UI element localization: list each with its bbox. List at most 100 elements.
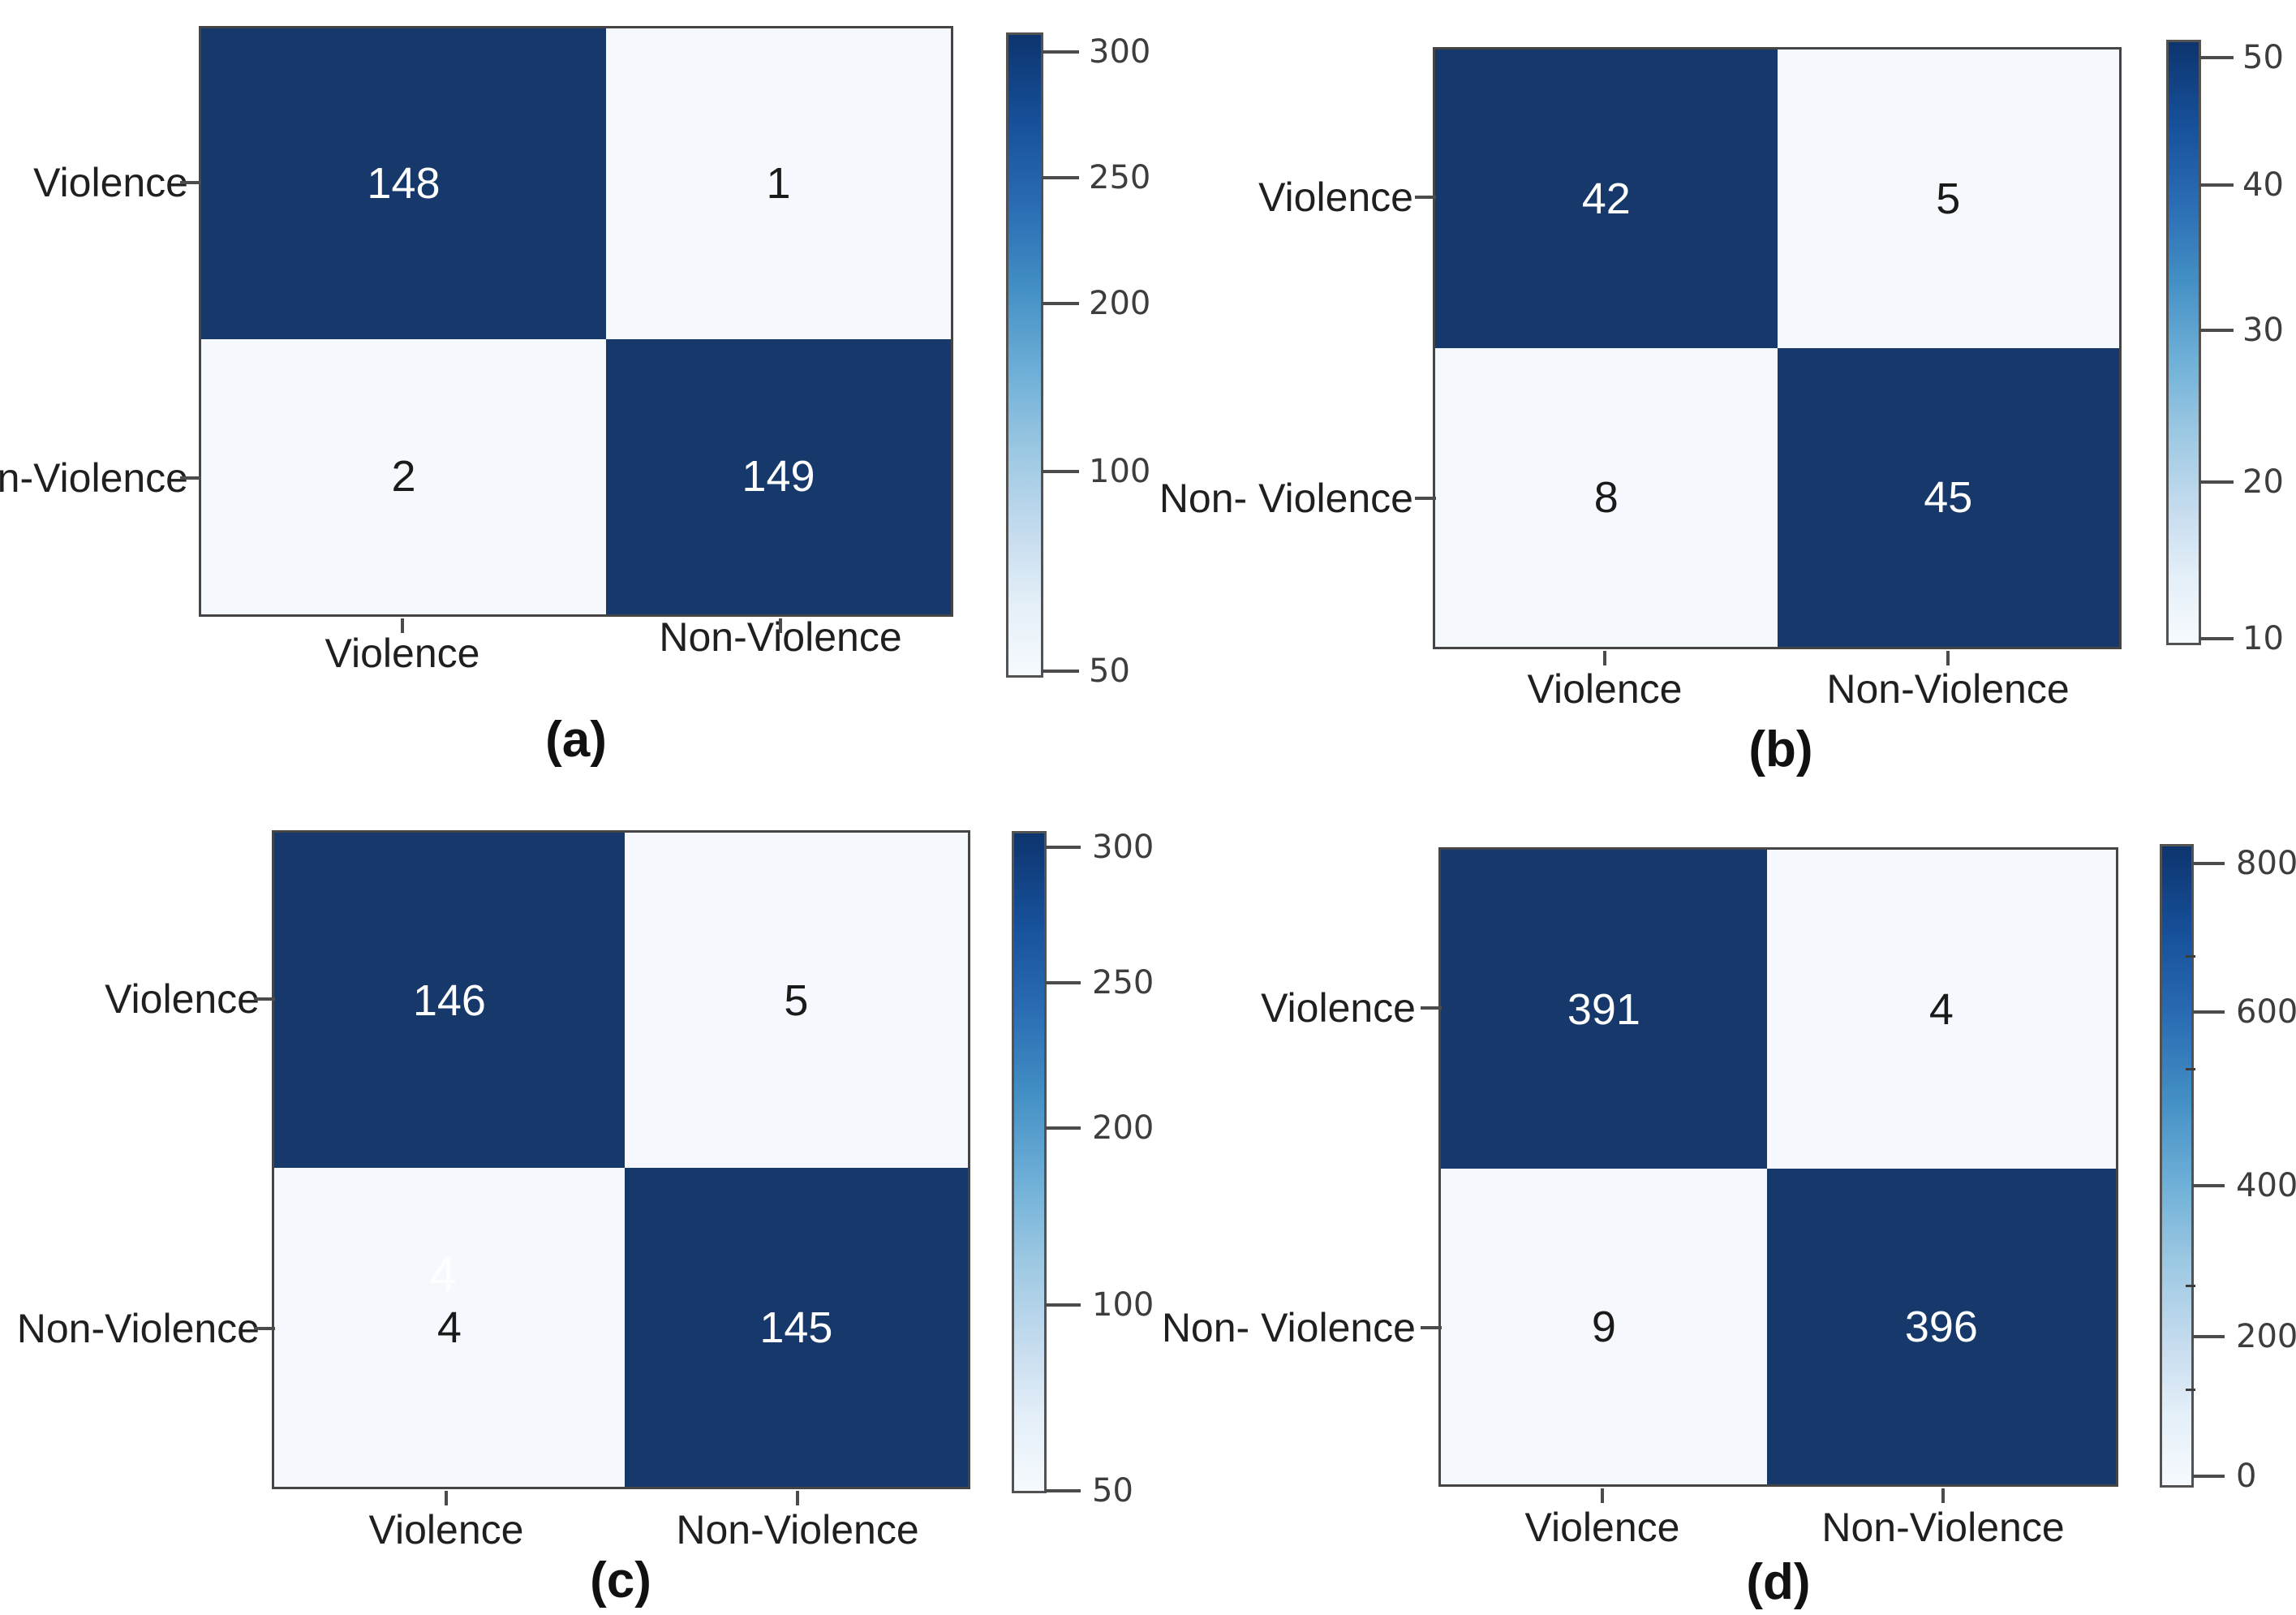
ghost-value-annotation: 4 <box>429 1247 457 1302</box>
colorbar-a <box>1006 32 1043 678</box>
y-axis-tick <box>180 181 201 184</box>
cell-c-violence-nonviolence: 5 <box>624 833 968 1169</box>
panel-caption-c: (c) <box>590 1553 651 1609</box>
colorbar-tick <box>2199 637 2234 640</box>
row-label-b-nonviolence: Non- Violence <box>1159 476 1413 521</box>
colorbar-minor-tick <box>2186 1389 2195 1391</box>
cell-d-violence-nonviolence: 4 <box>1766 850 2116 1169</box>
cell-b-violence-violence: 42 <box>1435 50 1778 348</box>
colorbar-tick <box>2199 183 2234 187</box>
cell-d-nonviolence-violence: 9 <box>1441 1169 1767 1484</box>
row-label-a-nonviolence: Non-Violence <box>0 455 188 501</box>
cell-a-nonviolence-violence: 2 <box>201 338 606 614</box>
colorbar-tick-label: 10 <box>2242 620 2284 657</box>
col-label-c-violence: Violence <box>368 1507 524 1553</box>
y-axis-tick <box>254 997 275 1001</box>
col-label-a-violence: Violence <box>325 631 480 676</box>
colorbar-tick <box>2199 480 2234 484</box>
cell-a-nonviolence-nonviolence: 149 <box>605 338 951 614</box>
colorbar-tick <box>1042 176 1079 179</box>
colorbar-minor-tick <box>2186 1068 2195 1070</box>
row-label-c-nonviolence: Non-Violence <box>16 1306 260 1351</box>
cell-value: 5 <box>784 975 809 1025</box>
colorbar-tick <box>1045 1126 1081 1130</box>
cell-value: 2 <box>391 452 416 502</box>
cell-value: 42 <box>1581 174 1631 223</box>
cell-d-nonviolence-nonviolence: 396 <box>1766 1169 2116 1484</box>
panel-caption-b: (b) <box>1748 721 1813 777</box>
cell-value: 391 <box>1567 984 1640 1034</box>
heatmap-grid-c: 146 5 4 145 4 <box>272 830 970 1489</box>
colorbar-tick <box>1042 470 1079 473</box>
col-label-d-violence: Violence <box>1524 1505 1680 1550</box>
row-label-c-violence: Violence <box>105 976 260 1022</box>
colorbar-tick-label: 200 <box>1092 1109 1154 1147</box>
x-axis-tick <box>796 1491 799 1505</box>
y-axis-tick <box>254 1327 275 1330</box>
colorbar-tick-label: 250 <box>1089 159 1151 196</box>
col-label-b-violence: Violence <box>1527 666 1683 712</box>
y-axis-tick <box>1421 1006 1442 1010</box>
row-label-d-nonviolence: Non- Violence <box>1161 1305 1416 1350</box>
colorbar-tick <box>1042 302 1079 305</box>
cell-b-violence-nonviolence: 5 <box>1777 50 2119 348</box>
colorbar-tick <box>2192 862 2225 865</box>
colorbar-tick-label: 400 <box>2236 1167 2296 1204</box>
colorbar-tick <box>2199 56 2234 59</box>
y-axis-tick <box>180 476 201 480</box>
cell-value: 145 <box>759 1303 833 1352</box>
panel-caption-a: (a) <box>545 712 607 768</box>
colorbar-minor-tick <box>2186 955 2195 958</box>
colorbar-tick-label: 40 <box>2242 166 2284 204</box>
cell-c-violence-violence: 146 <box>274 833 625 1169</box>
colorbar-tick <box>1042 670 1079 673</box>
colorbar-tick <box>2199 329 2234 332</box>
cell-value: 396 <box>1904 1302 1978 1351</box>
cell-value: 4 <box>436 1303 462 1352</box>
x-axis-tick <box>1941 1488 1945 1503</box>
x-axis-tick <box>1603 651 1606 665</box>
cell-c-nonviolence-nonviolence: 145 <box>624 1168 968 1487</box>
colorbar-tick-label: 300 <box>1089 33 1151 71</box>
panel-caption-d: (d) <box>1746 1554 1811 1610</box>
cell-a-violence-nonviolence: 1 <box>605 28 951 339</box>
colorbar-tick-label: 600 <box>2236 993 2296 1031</box>
x-axis-tick <box>401 618 404 633</box>
row-label-d-violence: Violence <box>1261 985 1416 1031</box>
y-axis-tick <box>1421 1326 1442 1329</box>
row-label-b-violence: Violence <box>1258 174 1413 220</box>
cell-value: 8 <box>1593 473 1619 522</box>
cell-value: 45 <box>1924 473 1973 522</box>
colorbar-b <box>2166 40 2201 645</box>
heatmap-grid-a: 148 1 2 149 <box>199 26 953 617</box>
colorbar-tick <box>1042 50 1079 54</box>
col-label-d-nonviolence: Non-Violence <box>1821 1505 2065 1550</box>
colorbar-tick <box>1045 1303 1081 1307</box>
colorbar-tick-label: 30 <box>2242 312 2284 349</box>
colorbar-tick-label: 50 <box>2242 39 2284 76</box>
row-label-a-violence: Violence <box>33 160 188 205</box>
cell-value: 148 <box>367 159 441 209</box>
heatmap-grid-b: 42 5 8 45 <box>1433 47 2122 649</box>
x-axis-tick <box>779 618 782 633</box>
cell-value: 9 <box>1591 1302 1616 1351</box>
y-axis-tick <box>1415 196 1436 199</box>
colorbar-tick-label: 300 <box>1092 829 1154 866</box>
colorbar-tick <box>1045 981 1081 984</box>
colorbar-d <box>2160 844 2194 1488</box>
cell-value: 5 <box>1936 174 1961 223</box>
colorbar-tick-label: 250 <box>1092 964 1154 1001</box>
colorbar-c <box>1012 831 1047 1493</box>
colorbar-tick <box>2192 1475 2225 1478</box>
x-axis-tick <box>1601 1488 1604 1503</box>
cell-b-nonviolence-violence: 8 <box>1435 348 1778 647</box>
cell-value: 146 <box>412 975 486 1025</box>
cell-c-nonviolence-violence: 4 <box>274 1168 625 1487</box>
colorbar-tick <box>2192 1010 2225 1014</box>
colorbar-tick <box>2192 1335 2225 1338</box>
colorbar-tick-label: 200 <box>1089 285 1151 322</box>
cell-value: 1 <box>766 159 791 209</box>
colorbar-tick-label: 100 <box>1089 453 1151 490</box>
colorbar-minor-tick <box>2186 1285 2195 1287</box>
colorbar-tick-label: 50 <box>1089 652 1130 690</box>
